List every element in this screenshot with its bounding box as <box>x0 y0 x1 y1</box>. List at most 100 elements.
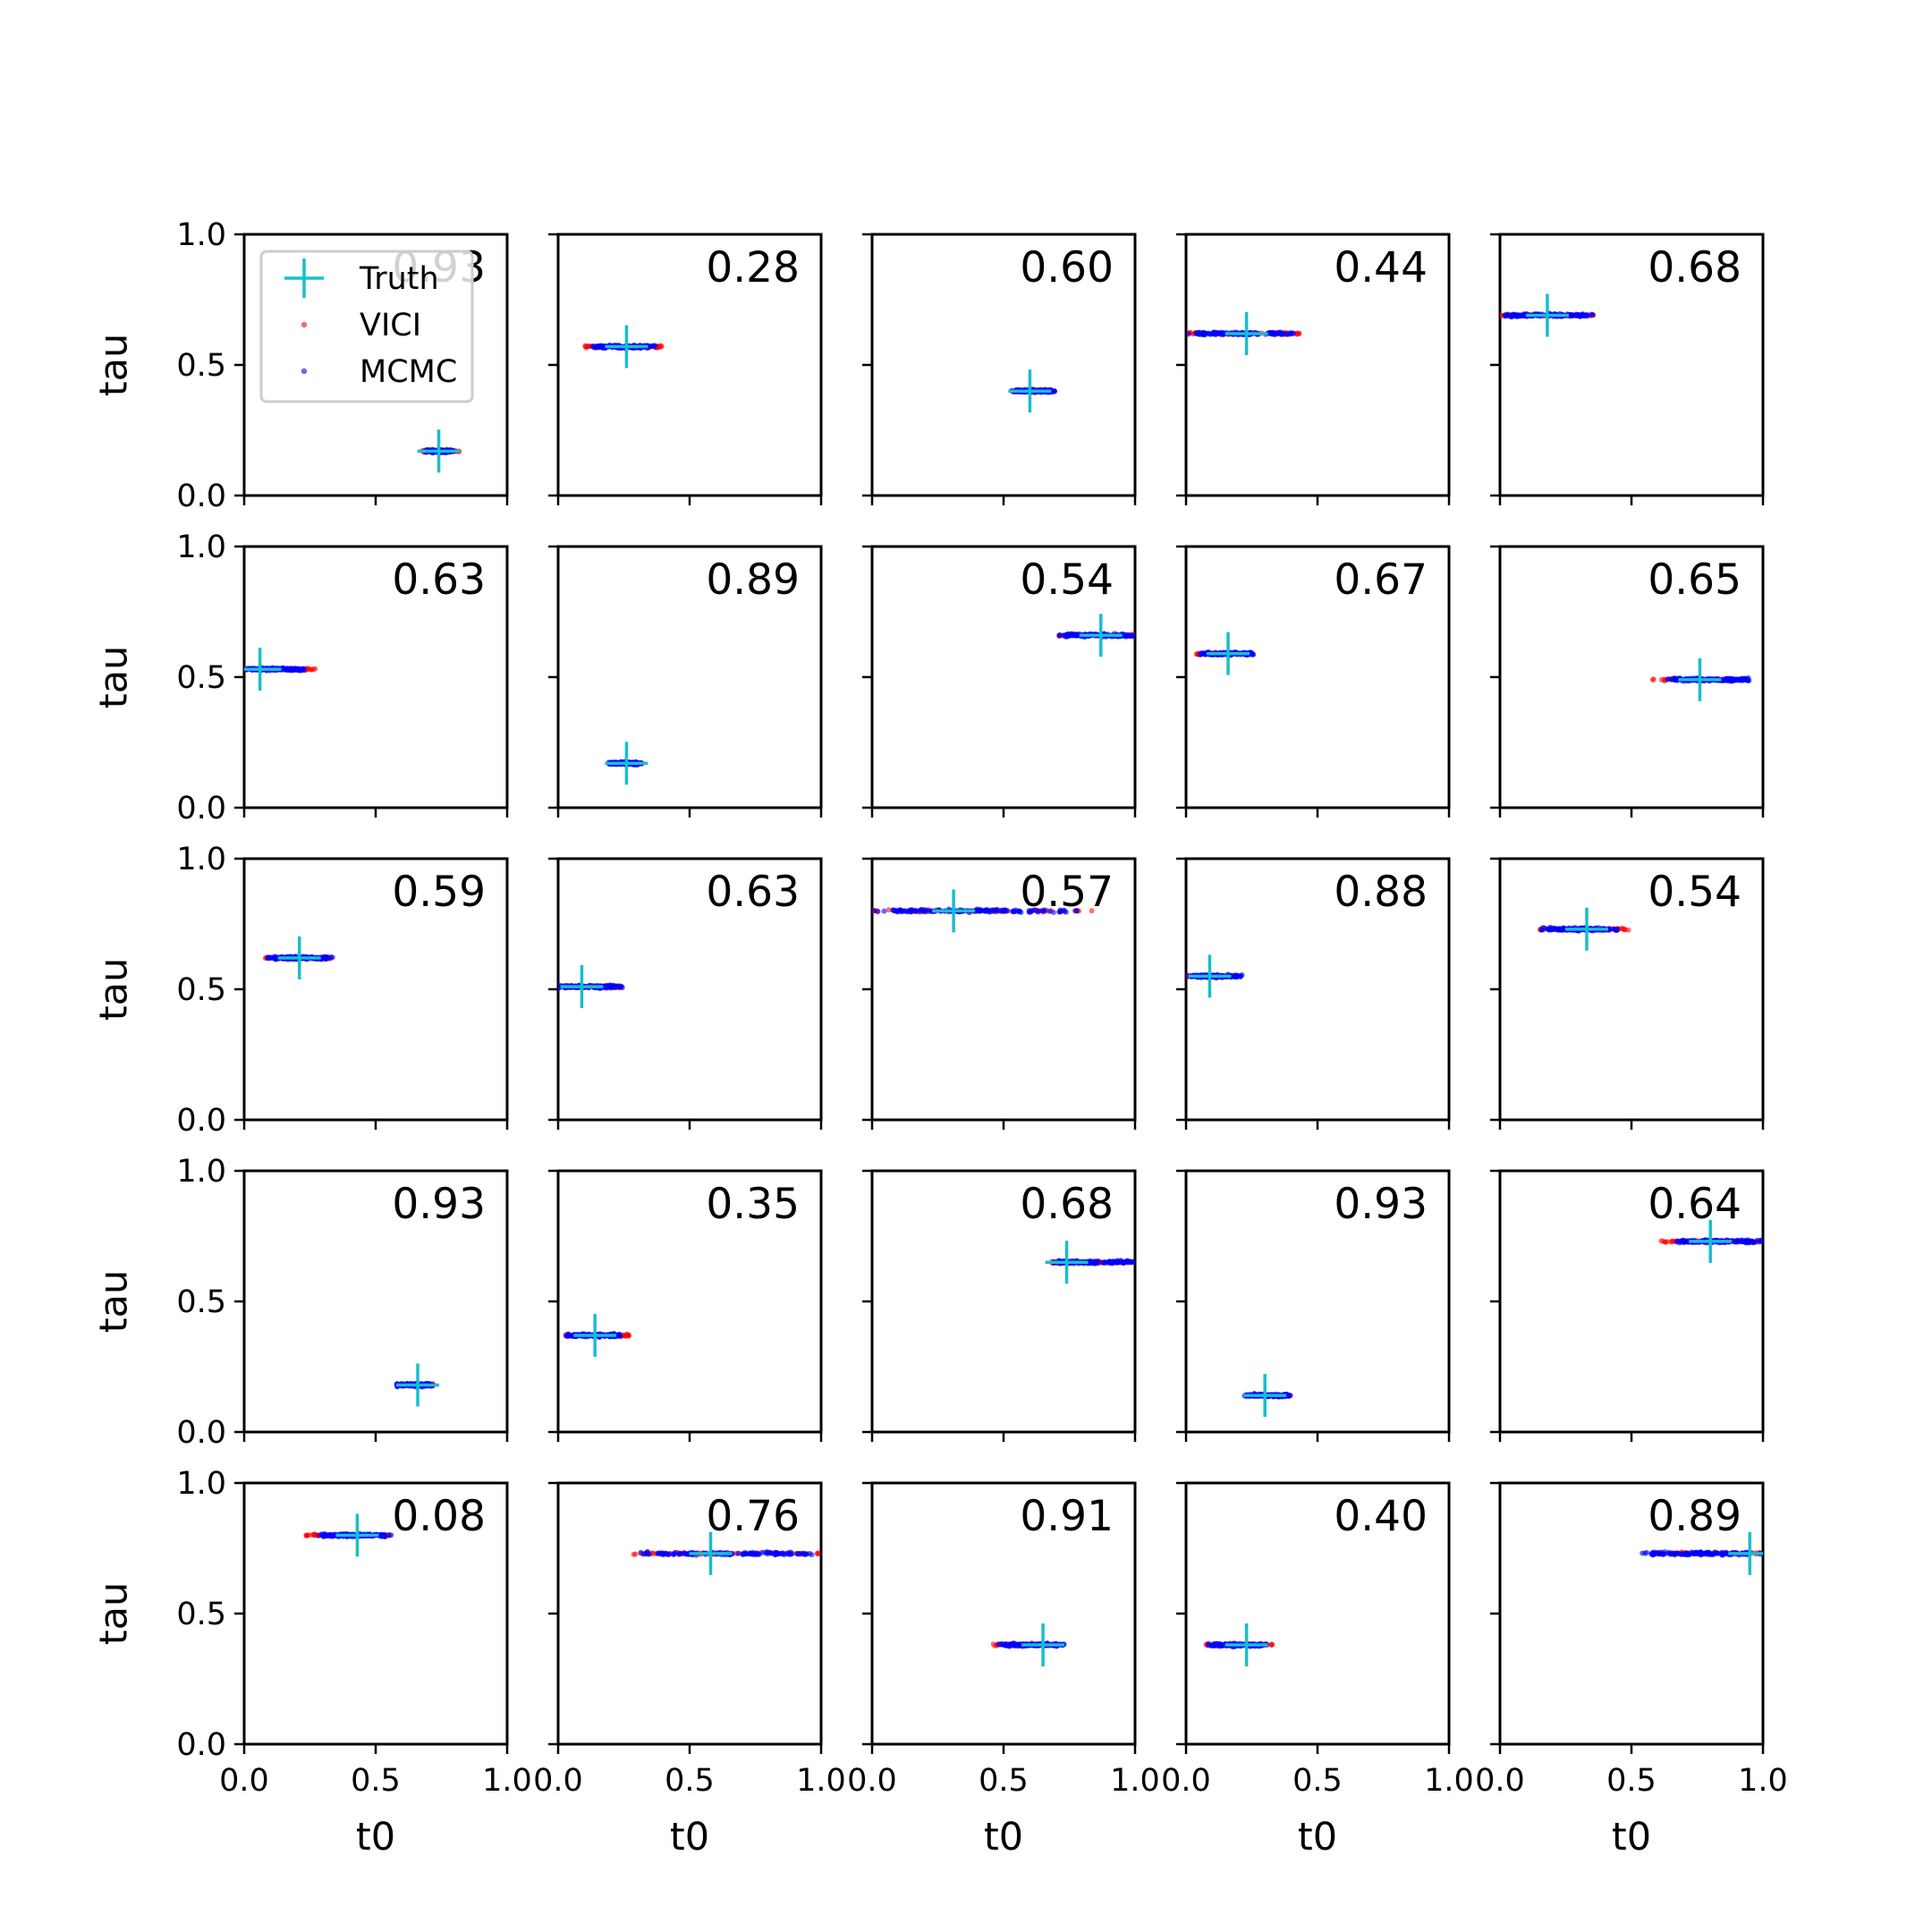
mcmc-point <box>1125 1258 1131 1265</box>
panel-frame <box>242 545 509 809</box>
mcmc-point <box>1046 908 1053 914</box>
panel-points <box>1186 311 1302 355</box>
mcmc-point <box>656 1550 661 1556</box>
mcmc-point <box>1584 311 1590 318</box>
mcmc-point <box>1007 1641 1013 1648</box>
mcmc-point <box>924 907 930 913</box>
mcmc-point <box>1032 907 1038 913</box>
x-tick-label: 1.0 <box>1110 1763 1160 1799</box>
truth-marker <box>1008 369 1052 413</box>
vici-point <box>1089 908 1095 914</box>
x-tick-label: 1.0 <box>796 1763 846 1799</box>
truth-marker <box>417 429 461 473</box>
truth-marker <box>277 936 321 979</box>
panel-22: 0.760.0 0.5 1.0t0 <box>533 1481 846 1860</box>
panel-value-label: 0.54 <box>1020 555 1114 605</box>
truth-marker <box>605 741 648 785</box>
y-tick-label: 0.0 <box>176 1727 226 1763</box>
mcmc-point <box>1735 1238 1741 1244</box>
mcmc-point <box>1514 314 1521 319</box>
mcmc-point <box>983 908 989 914</box>
y-tick-label: 0.5 <box>176 972 226 1008</box>
panel-points <box>303 1513 394 1557</box>
panel-8: 0.54 <box>862 545 1137 818</box>
mcmc-point <box>598 343 605 349</box>
y-axis-label: tau <box>92 1582 137 1645</box>
y-tick-label: 1.0 <box>176 530 226 565</box>
mcmc-point <box>615 1333 622 1339</box>
y-tick-label: 0.0 <box>176 479 226 514</box>
mcmc-point <box>897 907 903 913</box>
panel-frame <box>1184 1481 1451 1746</box>
y-axis-label: tau <box>92 334 137 396</box>
mcmc-point <box>1208 331 1214 337</box>
mcmc-point <box>671 1551 677 1557</box>
mcmc-point <box>265 954 271 961</box>
mcmc-point <box>1278 331 1284 337</box>
mcmc-point <box>1072 908 1079 914</box>
truth-marker <box>932 889 976 933</box>
vici-point <box>310 666 317 673</box>
truth-marker <box>1021 1623 1065 1667</box>
mcmc-point <box>328 954 335 960</box>
vici-point <box>1658 1238 1665 1244</box>
mcmc-point <box>1555 926 1562 932</box>
panel-24: 0.400.0 0.5 1.0t0 <box>1161 1481 1474 1860</box>
panel-value-label: 0.89 <box>706 555 800 605</box>
mcmc-point <box>1743 1240 1750 1246</box>
panel-frame <box>242 1169 509 1434</box>
truth-marker <box>605 325 648 369</box>
panel-frame <box>1184 233 1451 497</box>
truth-marker <box>1045 1241 1089 1284</box>
mcmc-point <box>327 1532 334 1538</box>
panel-points <box>1658 1219 1763 1263</box>
mcmc-point <box>989 908 996 914</box>
y-axis-label: tau <box>92 1270 137 1333</box>
panel-points <box>1649 657 1752 701</box>
y-tick-label: 0.0 <box>176 791 226 826</box>
y-tick-label: 0.0 <box>176 1103 226 1139</box>
mcmc-point <box>388 1532 394 1538</box>
mcmc-point <box>1065 632 1072 638</box>
vici-point <box>815 1551 821 1557</box>
y-tick-label: 1.0 <box>176 842 226 877</box>
panel-value-label: 0.54 <box>1648 868 1741 917</box>
vici-point <box>1650 676 1657 682</box>
panel-value-label: 0.08 <box>392 1492 486 1541</box>
panel-value-label: 0.93 <box>392 1180 486 1229</box>
panel-value-label: 0.91 <box>1020 1492 1114 1541</box>
truth-marker <box>1224 311 1268 355</box>
truth-marker <box>335 1513 379 1557</box>
panel-points <box>558 965 625 1009</box>
truth-marker <box>1079 614 1123 657</box>
y-tick-label: 0.5 <box>176 1597 226 1632</box>
vici-point <box>886 907 892 913</box>
panel-value-label: 0.68 <box>1648 243 1741 292</box>
mcmc-point <box>565 1331 572 1337</box>
x-axis-label: t0 <box>670 1815 709 1860</box>
mcmc-point <box>1194 330 1200 336</box>
panel-20: 0.64 <box>1490 1169 1765 1442</box>
panel-23: 0.910.0 0.5 1.0t0 <box>847 1481 1160 1860</box>
mcmc-point <box>1197 652 1203 658</box>
mcmc-point <box>1757 1239 1763 1245</box>
x-tick-label: 0.0 <box>847 1763 897 1799</box>
vici-point <box>1625 927 1631 933</box>
mcmc-point <box>382 1533 388 1539</box>
mcmc-point <box>1672 676 1678 682</box>
mcmc-point <box>1088 1258 1094 1264</box>
panel-points <box>262 936 335 979</box>
mcmc-point <box>1249 651 1255 657</box>
mcmc-point <box>1577 313 1583 319</box>
y-tick-label: 0.5 <box>176 660 226 696</box>
panel-frame <box>1498 857 1765 1122</box>
mcmc-point <box>1057 631 1063 638</box>
panel-points <box>1008 369 1058 413</box>
panel-points <box>1045 1241 1135 1284</box>
mcmc-point <box>1058 908 1063 914</box>
y-tick-label: 1.0 <box>176 1154 226 1190</box>
panel-points <box>1193 631 1257 675</box>
truth-marker <box>1565 907 1609 951</box>
panel-13: 0.57 <box>862 857 1137 1130</box>
